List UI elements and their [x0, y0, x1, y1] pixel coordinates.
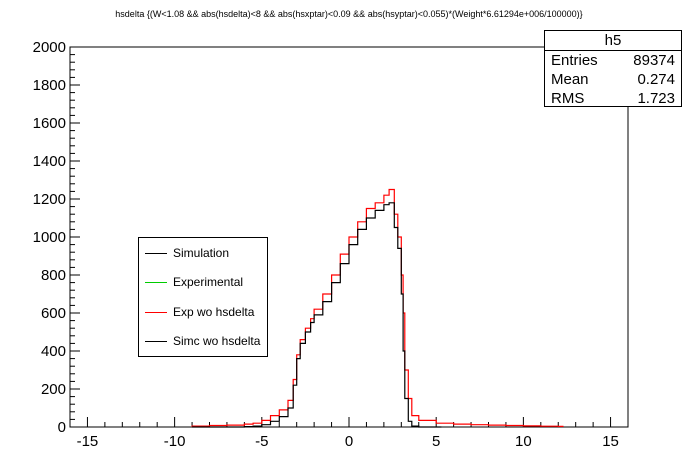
- stats-name: h5: [545, 31, 681, 51]
- y-tick-label: 600: [41, 305, 66, 322]
- legend: Simulation Experimental Exp wo hsdelta S…: [138, 237, 268, 357]
- series-line-simc-wo-hsdelta: [192, 202, 442, 428]
- y-tick-label: 1400: [33, 153, 66, 170]
- stats-rms-value: 1.723: [637, 90, 675, 107]
- legend-swatch-simulation: [145, 252, 167, 254]
- legend-entry-exp-wo-hsdelta: Exp wo hsdelta: [139, 304, 254, 320]
- stats-entries-value: 89374: [633, 52, 675, 69]
- legend-entry-simulation: Simulation: [139, 245, 229, 261]
- stats-rms-label: RMS: [551, 90, 585, 107]
- legend-label-experimental: Experimental: [173, 275, 244, 289]
- x-tick-label: -5: [255, 433, 268, 450]
- x-tick-label: 5: [432, 433, 440, 450]
- stats-box: h5 Entries 89374 Mean 0.274 RMS 1.723: [544, 30, 682, 107]
- stats-mean-value: 0.274: [637, 71, 675, 88]
- x-tick-label: -10: [164, 433, 186, 450]
- y-tick-label: 0: [58, 419, 66, 436]
- x-tick-label: 15: [602, 433, 619, 450]
- legend-swatch-exp-wo-hsdelta: [145, 311, 167, 313]
- legend-entry-experimental: Experimental: [139, 274, 243, 290]
- stats-entries-label: Entries: [551, 52, 598, 69]
- y-tick-label: 1000: [33, 229, 66, 246]
- legend-swatch-experimental: [145, 281, 167, 283]
- chart-title: hsdelta {(W<1.08 && abs(hsdelta)<8 && ab…: [115, 9, 583, 19]
- y-tick-label: 1200: [33, 191, 66, 208]
- legend-entry-simc-wo-hsdelta: Simc wo hsdelta: [139, 333, 260, 349]
- y-tick-label: 400: [41, 343, 66, 360]
- y-tick-label: 1800: [33, 77, 66, 94]
- legend-label-simulation: Simulation: [173, 246, 230, 260]
- y-tick-label: 800: [41, 267, 66, 284]
- stats-row-mean: Mean 0.274: [545, 70, 681, 89]
- x-tick-label: 0: [345, 433, 353, 450]
- y-tick-label: 200: [41, 381, 66, 398]
- x-tick-label: 10: [515, 433, 532, 450]
- x-tick-label: -15: [77, 433, 99, 450]
- legend-swatch-simc-wo-hsdelta: [145, 340, 167, 342]
- legend-label-simc-wo-hsdelta: Simc wo hsdelta: [173, 334, 261, 348]
- stats-row-rms: RMS 1.723: [545, 89, 681, 108]
- legend-label-exp-wo-hsdelta: Exp wo hsdelta: [173, 305, 255, 319]
- y-tick-label: 1600: [33, 115, 66, 132]
- stats-mean-label: Mean: [551, 71, 589, 88]
- stats-row-entries: Entries 89374: [545, 51, 681, 70]
- y-tick-label: 2000: [33, 39, 66, 56]
